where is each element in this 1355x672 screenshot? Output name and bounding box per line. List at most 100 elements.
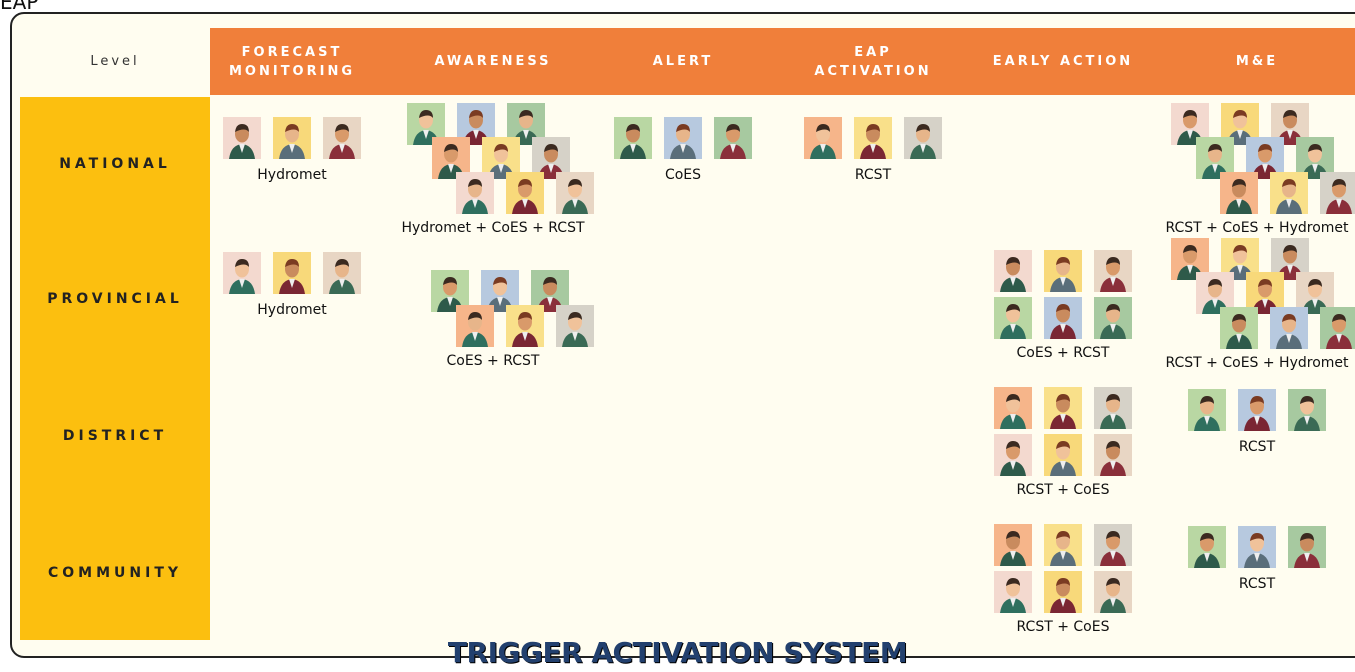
person <box>1276 179 1302 214</box>
person <box>462 312 488 347</box>
column-header: AWARENESS <box>398 28 588 95</box>
person <box>1100 304 1126 339</box>
agency-label: RCST + CoES + Hydromet <box>1165 355 1349 371</box>
person <box>413 110 439 145</box>
agency-label: RCST <box>1238 439 1276 455</box>
person <box>1194 396 1220 431</box>
person-icon <box>1044 297 1082 339</box>
person <box>512 312 538 347</box>
person-icon <box>456 172 494 214</box>
person <box>1194 533 1220 568</box>
header-bar <box>210 28 1355 95</box>
person <box>329 259 355 294</box>
person-icon <box>854 117 892 159</box>
person-icon <box>1044 434 1082 476</box>
person <box>279 259 305 294</box>
level-label: DISTRICT <box>62 428 168 444</box>
person <box>910 124 936 159</box>
person <box>1050 578 1076 613</box>
person-icon <box>1171 103 1209 145</box>
person-icon <box>904 117 942 159</box>
person-icon <box>1196 137 1234 179</box>
person <box>229 124 255 159</box>
person-icon <box>1238 389 1276 431</box>
person-icon <box>994 387 1032 429</box>
agency-label: RCST + CoES + Hydromet <box>1165 220 1349 236</box>
person-icon <box>1094 250 1132 292</box>
person-icon <box>1044 387 1082 429</box>
agency-label: Hydromet + CoES + RCST <box>401 220 585 236</box>
person <box>1050 531 1076 566</box>
person <box>1050 394 1076 429</box>
person-icon <box>804 117 842 159</box>
column-header-line: EAP <box>854 44 892 60</box>
person <box>279 124 305 159</box>
column-header-line: M&E <box>1235 54 1279 69</box>
level-label: COMMUNITY <box>47 565 183 581</box>
person-icon <box>1288 389 1326 431</box>
person-icon <box>714 117 752 159</box>
person-icon <box>1171 238 1209 280</box>
person-icon <box>556 172 594 214</box>
person <box>1000 257 1026 292</box>
person-icon <box>1196 272 1234 314</box>
person-icon <box>1044 524 1082 566</box>
person-icon <box>506 305 544 347</box>
level-bar <box>20 97 210 640</box>
agency-label: RCST <box>854 167 892 183</box>
person-icon <box>323 117 361 159</box>
person-icon <box>1188 389 1226 431</box>
person-icon <box>1320 172 1355 214</box>
person <box>1000 578 1026 613</box>
person <box>620 124 646 159</box>
column-header: FORECAST MONITORING <box>197 28 387 95</box>
person-icon <box>1044 571 1082 613</box>
column-header-line: ALERT <box>652 54 714 69</box>
person-icon <box>1188 526 1226 568</box>
person-icon <box>223 117 261 159</box>
person-icon <box>506 172 544 214</box>
person <box>1326 179 1352 214</box>
person-icon <box>432 137 470 179</box>
person-icon <box>556 305 594 347</box>
person <box>1276 314 1302 349</box>
person-icon <box>1094 524 1132 566</box>
person-icon <box>1044 250 1082 292</box>
person <box>1100 257 1126 292</box>
person <box>1050 304 1076 339</box>
person-icon <box>1270 307 1308 349</box>
person <box>229 259 255 294</box>
person-icon <box>1094 571 1132 613</box>
person <box>1326 314 1352 349</box>
person-icon <box>1270 172 1308 214</box>
person <box>1294 396 1320 431</box>
column-header: EAP ACTIVATION <box>778 28 968 95</box>
person <box>1244 396 1270 431</box>
person <box>1226 179 1252 214</box>
level-label: NATIONAL <box>59 156 171 172</box>
agency-label: CoES <box>664 167 702 183</box>
person <box>1000 394 1026 429</box>
person <box>1000 304 1026 339</box>
person-icon <box>614 117 652 159</box>
person <box>1244 533 1270 568</box>
column-header-line: AWARENESS <box>434 54 552 69</box>
person <box>720 124 746 159</box>
person <box>488 144 514 179</box>
person-icon <box>273 117 311 159</box>
person-icon <box>994 524 1032 566</box>
person-icon <box>456 305 494 347</box>
person-icon <box>994 297 1032 339</box>
person <box>462 179 488 214</box>
person-icon <box>507 103 545 145</box>
person-icon <box>1288 526 1326 568</box>
person <box>1050 441 1076 476</box>
column-header-line: FORECAST <box>241 44 343 60</box>
person <box>1100 531 1126 566</box>
agency-label: CoES + RCST <box>446 353 540 369</box>
person <box>1100 394 1126 429</box>
agency-label: RCST <box>1238 576 1276 592</box>
column-header-line: ACTIVATION <box>814 63 932 79</box>
agency-label: Hydromet <box>257 167 327 183</box>
